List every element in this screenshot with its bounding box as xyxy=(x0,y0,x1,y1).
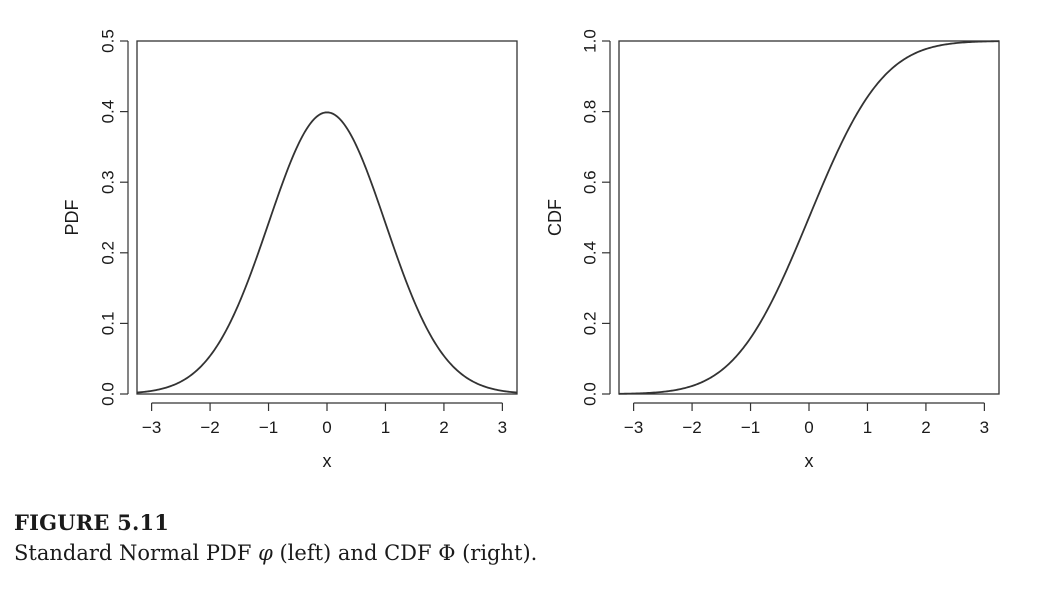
data-point xyxy=(691,385,693,387)
data-point xyxy=(209,355,211,357)
x-tick-label: 3 xyxy=(980,418,989,437)
y-tick-label: 0.5 xyxy=(98,29,117,53)
y-tick-label: 1.0 xyxy=(580,29,599,53)
data-point xyxy=(472,381,474,383)
caption-text-part-1: Standard Normal PDF xyxy=(14,541,259,565)
data-point xyxy=(136,392,138,394)
data-point xyxy=(180,381,182,383)
data-point xyxy=(633,393,635,395)
x-tick-label: −3 xyxy=(624,418,643,437)
data-point xyxy=(618,393,620,395)
figure-label: FIGURE 5.11 xyxy=(14,510,170,535)
y-axis-title: PDF xyxy=(62,199,82,235)
y-tick-label: 0.2 xyxy=(580,312,599,336)
data-point xyxy=(779,284,781,286)
x-tick-label: 2 xyxy=(439,418,448,437)
y-tick-label: 0.3 xyxy=(98,170,117,194)
data-point xyxy=(151,390,153,392)
data-point xyxy=(355,144,357,146)
x-tick-label: 1 xyxy=(863,418,872,437)
data-point xyxy=(896,64,898,66)
figure-caption-text: Standard Normal PDF φ (left) and CDF Φ (… xyxy=(14,541,537,565)
data-point xyxy=(866,96,868,98)
data-point xyxy=(925,48,927,50)
plot-frame xyxy=(136,40,518,395)
x-tick-label: −1 xyxy=(741,418,760,437)
x-tick-label: 2 xyxy=(921,418,930,437)
figure-panels: −3 −2 −1 0 1 2 3 0.0 0.1 0.2 0.3 0.4 0.5 x PDF −3 −2 −1 0… xyxy=(62,29,1000,471)
pdf-curve xyxy=(136,111,518,394)
y-tick-label: 0.4 xyxy=(98,100,117,124)
y-tick-label: 0.8 xyxy=(580,100,599,124)
x-tick-label: −2 xyxy=(682,418,701,437)
x-axis-title: x xyxy=(805,451,814,471)
x-tick-label: −3 xyxy=(142,418,161,437)
data-point xyxy=(662,391,664,393)
data-point xyxy=(998,40,1000,42)
data-point xyxy=(268,222,270,224)
data-point xyxy=(750,337,752,339)
plot-frame xyxy=(618,40,1000,395)
caption-text-part-2: (left) and CDF xyxy=(272,541,439,565)
data-point xyxy=(808,217,810,219)
cdf-curve xyxy=(618,40,1000,395)
x-tick-label: −2 xyxy=(200,418,219,437)
data-point xyxy=(326,111,328,113)
data-point xyxy=(837,149,839,151)
Phi-symbol: Φ xyxy=(438,541,456,565)
data-point xyxy=(384,222,386,224)
y-tick-label: 0.0 xyxy=(580,382,599,406)
figure-caption: FIGURE 5.11 Standard Normal PDF φ (left)… xyxy=(14,510,537,565)
y-tick-label: 0.4 xyxy=(580,241,599,265)
caption-text-part-3: (right). xyxy=(455,541,538,565)
phi-symbol: φ xyxy=(258,541,273,565)
y-tick-label: 0.0 xyxy=(98,382,117,406)
x-tick-label: 3 xyxy=(498,418,507,437)
y-tick-label: 0.1 xyxy=(98,312,117,336)
data-point xyxy=(720,369,722,371)
data-point xyxy=(297,144,299,146)
data-point xyxy=(516,392,518,394)
data-point xyxy=(983,40,985,42)
x-tick-label: 1 xyxy=(381,418,390,437)
cdf-panel: −3 −2 −1 0 1 2 3 0.0 0.2 0.4 0.6 0.8 1.0 x CDF xyxy=(545,29,1000,471)
y-tick-label: 0.2 xyxy=(98,241,117,265)
data-point xyxy=(954,42,956,44)
data-point xyxy=(501,390,503,392)
data-point xyxy=(443,355,445,357)
x-tick-label: 0 xyxy=(322,418,331,437)
data-point xyxy=(238,302,240,304)
x-axis-title: x xyxy=(323,451,332,471)
y-tick-label: 0.6 xyxy=(580,170,599,194)
pdf-panel: −3 −2 −1 0 1 2 3 0.0 0.1 0.2 0.3 0.4 0.5 x PDF xyxy=(62,29,518,471)
data-point xyxy=(414,302,416,304)
x-tick-label: 0 xyxy=(804,418,813,437)
y-axis-title: CDF xyxy=(545,199,565,236)
x-tick-label: −1 xyxy=(259,418,278,437)
